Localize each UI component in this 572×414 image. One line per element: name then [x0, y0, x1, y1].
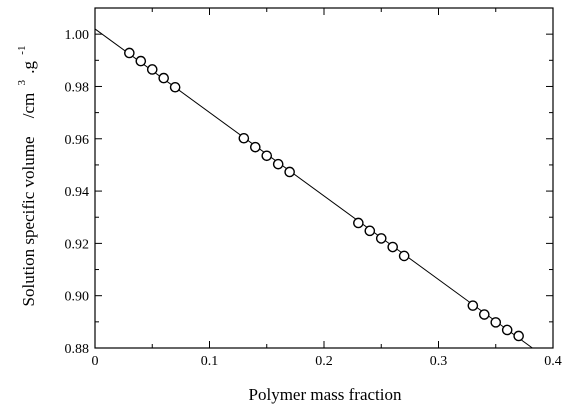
fit-line-group [94, 28, 533, 349]
data-point [478, 309, 490, 320]
data-point [375, 233, 387, 244]
data-point [364, 225, 376, 237]
y-tick-label: 0.88 [65, 342, 90, 357]
x-tick-label: 0.3 [430, 354, 448, 369]
y-axis-title-main: Solution specific volume [19, 136, 38, 306]
data-point [146, 64, 158, 75]
data-point [467, 300, 479, 311]
data-point [490, 317, 502, 328]
data-point [169, 81, 181, 93]
y-axis-title: Solution specific volume /cm 3 .g -1 [10, 46, 38, 307]
data-point [513, 330, 524, 342]
fit-line [94, 28, 533, 349]
data-point [272, 158, 284, 170]
data-point [124, 47, 135, 59]
x-axis-title: Polymer mass fraction [249, 385, 402, 404]
data-point [398, 250, 410, 262]
y-tick-label: 0.94 [65, 185, 90, 200]
data-point [353, 217, 364, 229]
y-axis-title-unit-mid: .g [19, 60, 38, 73]
x-tick-label: 0 [92, 354, 99, 369]
y-tick-label: 1.00 [65, 28, 90, 43]
y-tick-label: 0.92 [65, 237, 90, 252]
x-tick-label: 0.2 [315, 354, 333, 369]
y-tick-label: 0.98 [65, 80, 90, 95]
data-point [261, 150, 273, 162]
x-tick-label: 0.1 [201, 354, 219, 369]
data-point [387, 241, 399, 253]
y-tick-label: 0.90 [65, 290, 90, 305]
y-axis-title-unit-exp2: -1 [16, 46, 28, 55]
data-point [249, 141, 261, 153]
y-axis-title-unit-exp1: 3 [16, 79, 28, 85]
data-point [238, 132, 250, 144]
data-point [501, 324, 513, 336]
data-point [135, 55, 147, 67]
y-tick-label: 0.96 [65, 133, 90, 148]
data-point [284, 166, 295, 178]
axes: 0 0.1 0.2 0.3 0.4 0.88 0.90 0.92 0.94 0.96 0.98 1.0… [65, 7, 562, 369]
data-point [158, 72, 169, 84]
x-tick-label: 0.4 [544, 354, 562, 369]
plot-frame [94, 7, 554, 349]
data-points [124, 47, 524, 342]
y-axis-title-unit-prefix: /cm [19, 93, 38, 119]
